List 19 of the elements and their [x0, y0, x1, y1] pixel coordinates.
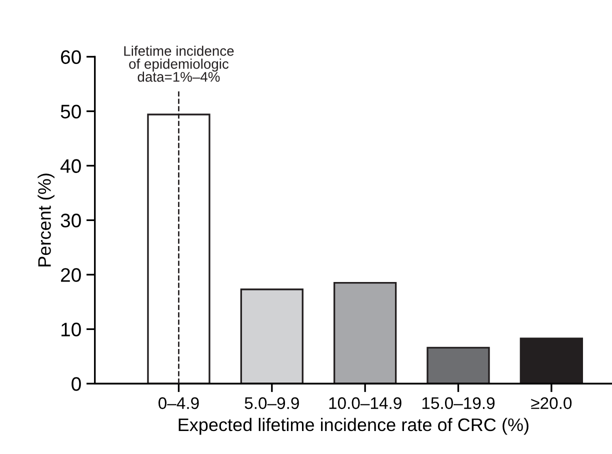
bar — [240, 288, 304, 384]
x-tick-label: ≥20.0 — [531, 397, 572, 410]
bar — [333, 282, 397, 384]
x-tick-label: 0–4.9 — [158, 397, 199, 410]
ref-line-label: Lifetime incidence of epidemiologic data=1%–4% — [124, 46, 234, 82]
y-tick-label: 40 — [60, 159, 81, 173]
y-tick-label: 10 — [62, 322, 81, 336]
bar — [426, 346, 490, 384]
x-tick-label: 15.0–19.9 — [422, 397, 495, 410]
y-tick-label: 50 — [60, 104, 81, 118]
x-tick-label: 10.0–14.9 — [329, 397, 402, 410]
x-tick-label: 5.0–9.9 — [244, 397, 299, 410]
y-tick-label: 30 — [60, 214, 81, 228]
bar — [520, 338, 584, 384]
y-axis-title: Percent (%) — [38, 174, 54, 266]
y-tick-label: 60 — [61, 50, 81, 64]
x-axis-title: Expected lifetime incidence rate of CRC (%) — [178, 418, 528, 435]
y-tick-label: 20 — [61, 268, 81, 282]
y-tick-label: 0 — [72, 377, 81, 391]
